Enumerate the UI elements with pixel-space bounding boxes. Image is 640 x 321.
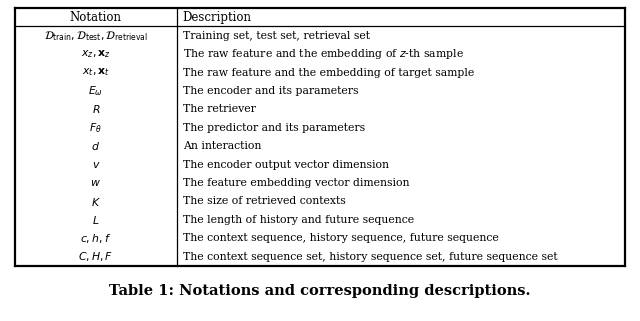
Text: $F_{\theta}$: $F_{\theta}$	[90, 121, 102, 135]
Text: An interaction: An interaction	[182, 141, 261, 151]
Text: $L$: $L$	[92, 214, 100, 226]
Text: The predictor and its parameters: The predictor and its parameters	[182, 123, 365, 133]
Text: $K$: $K$	[91, 195, 100, 207]
Text: The length of history and future sequence: The length of history and future sequenc…	[182, 215, 414, 225]
Text: $x_t, \mathbf{x}_t$: $x_t, \mathbf{x}_t$	[82, 66, 110, 78]
Text: $c, h, f$: $c, h, f$	[80, 232, 111, 245]
Text: $E_{\omega}$: $E_{\omega}$	[88, 84, 103, 98]
Text: The raw feature and the embedding of $z$-th sample: The raw feature and the embedding of $z$…	[182, 47, 464, 61]
Text: Notation: Notation	[70, 11, 122, 24]
Text: The size of retrieved contexts: The size of retrieved contexts	[182, 196, 346, 206]
Text: Training set, test set, retrieval set: Training set, test set, retrieval set	[182, 30, 370, 41]
Text: The raw feature and the embedding of target sample: The raw feature and the embedding of tar…	[182, 67, 474, 77]
Text: The encoder and its parameters: The encoder and its parameters	[182, 86, 358, 96]
Text: Table 1: Notations and corresponding descriptions.: Table 1: Notations and corresponding des…	[109, 284, 531, 299]
Text: The retriever: The retriever	[182, 104, 255, 114]
Text: $R$: $R$	[92, 103, 100, 115]
Text: The encoder output vector dimension: The encoder output vector dimension	[182, 160, 388, 169]
Text: $w$: $w$	[90, 178, 101, 188]
Text: The context sequence, history sequence, future sequence: The context sequence, history sequence, …	[182, 233, 499, 243]
Text: $C, H, F$: $C, H, F$	[78, 250, 113, 263]
Text: $v$: $v$	[92, 160, 100, 169]
Text: $\mathcal{D}_{\mathrm{train}}, \mathcal{D}_{\mathrm{test}}, \mathcal{D}_{\mathrm: $\mathcal{D}_{\mathrm{train}}, \mathcal{…	[44, 29, 148, 43]
Text: The feature embedding vector dimension: The feature embedding vector dimension	[182, 178, 409, 188]
Text: The context sequence set, history sequence set, future sequence set: The context sequence set, history sequen…	[182, 252, 557, 262]
Text: $x_z, \mathbf{x}_z$: $x_z, \mathbf{x}_z$	[81, 48, 111, 60]
Text: Description: Description	[182, 11, 252, 24]
Text: $d$: $d$	[92, 140, 100, 152]
